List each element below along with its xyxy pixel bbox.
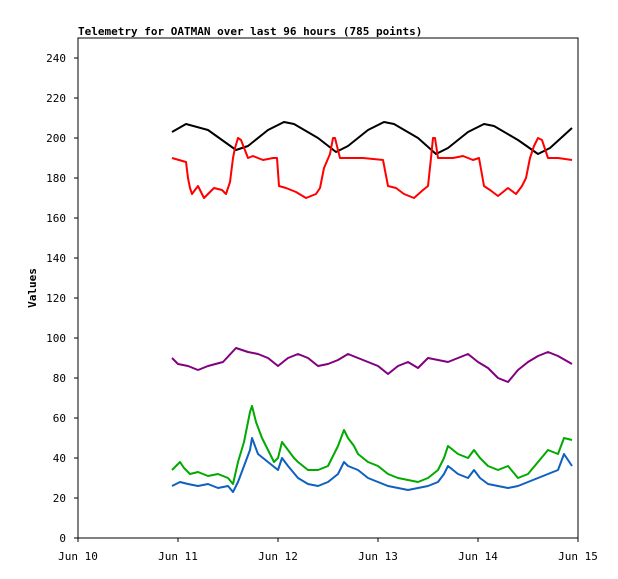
chart-title: Telemetry for OATMAN over last 96 hours … <box>78 25 422 38</box>
x-tick-label: Jun 12 <box>258 550 298 563</box>
y-tick-label: 20 <box>53 492 66 505</box>
x-tick-label: Jun 13 <box>358 550 398 563</box>
y-tick-label: 80 <box>53 372 66 385</box>
series-line-4 <box>171 405 573 485</box>
y-tick-label: 100 <box>46 332 66 345</box>
y-tick-label: 220 <box>46 92 66 105</box>
y-tick-label: 140 <box>46 252 66 265</box>
y-tick-label: 180 <box>46 172 66 185</box>
y-tick-label: 120 <box>46 292 66 305</box>
x-tick-label: Jun 14 <box>458 550 498 563</box>
y-tick-label: 240 <box>46 52 66 65</box>
y-tick-label: 160 <box>46 212 66 225</box>
series-line-1 <box>171 121 573 155</box>
y-tick-label: 0 <box>59 532 66 545</box>
series-line-3 <box>171 347 573 383</box>
y-axis-label: Values <box>26 268 39 308</box>
series-line-2 <box>171 137 573 199</box>
x-tick-label: Jun 15 <box>558 550 598 563</box>
x-tick-label: Jun 10 <box>58 550 98 563</box>
y-tick-label: 200 <box>46 132 66 145</box>
y-axis: 0 20 40 60 80 100 120 140 160 180 200 220 240 <box>46 52 78 545</box>
plot-frame <box>77 37 579 539</box>
y-tick-label: 40 <box>53 452 66 465</box>
series-layer <box>171 121 573 493</box>
series-line-5 <box>171 437 573 493</box>
x-tick-label: Jun 11 <box>158 550 198 563</box>
x-axis: Jun 10 Jun 11 Jun 12 Jun 13 Jun 14 Jun 15 <box>58 538 598 563</box>
y-tick-label: 60 <box>53 412 66 425</box>
